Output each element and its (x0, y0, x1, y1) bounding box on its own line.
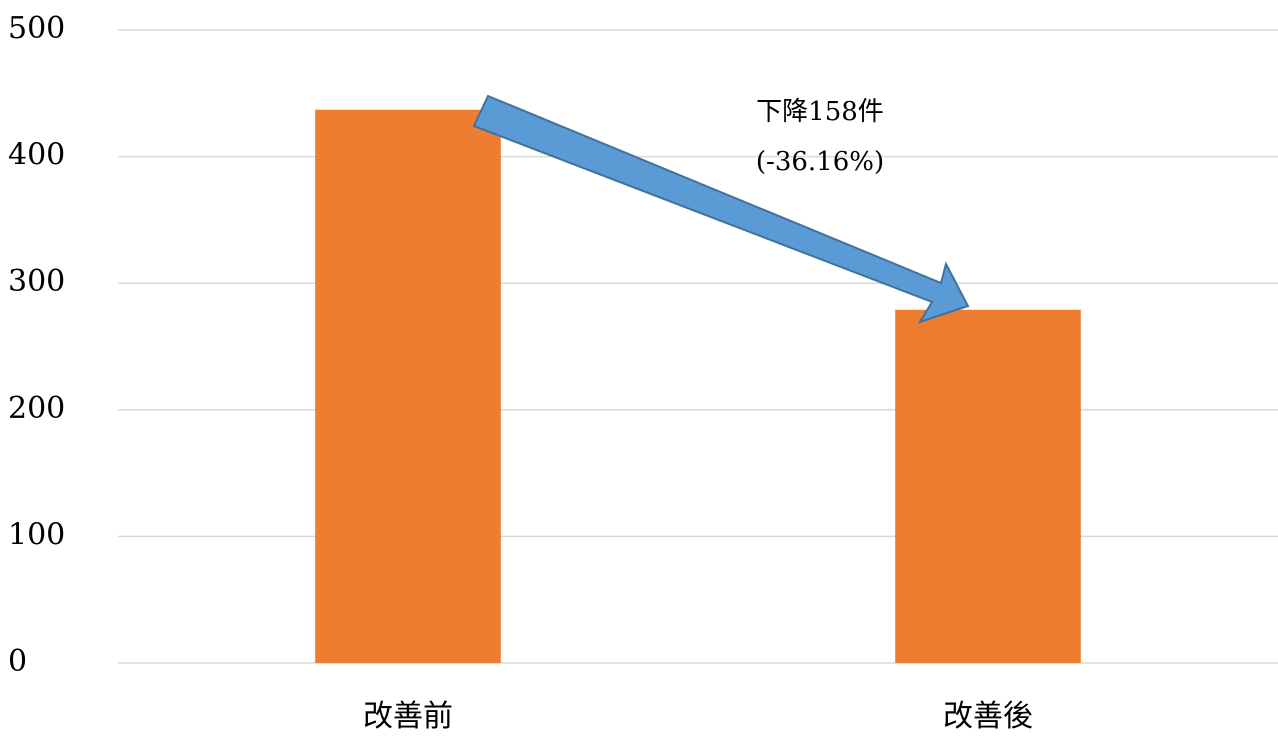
x-tick-label: 改善後 (943, 699, 1033, 734)
bar (315, 110, 501, 663)
y-tick-label: 0 (8, 644, 27, 679)
y-tick-label: 400 (8, 138, 65, 173)
trend-arrow (474, 96, 968, 322)
chart: 0 100 200 300 400 500 下降158件 (-36.16%) 改善前 改善後 (0, 0, 1278, 746)
y-tick-label: 300 (8, 264, 65, 299)
x-tick-label: 改善前 (363, 699, 453, 734)
bar (895, 310, 1081, 663)
y-tick-label: 100 (8, 517, 65, 552)
y-tick-label: 200 (8, 391, 65, 426)
y-tick-label: 500 (8, 11, 65, 46)
annotation: 下降158件 (756, 97, 884, 127)
annotation: (-36.16%) (756, 147, 884, 177)
